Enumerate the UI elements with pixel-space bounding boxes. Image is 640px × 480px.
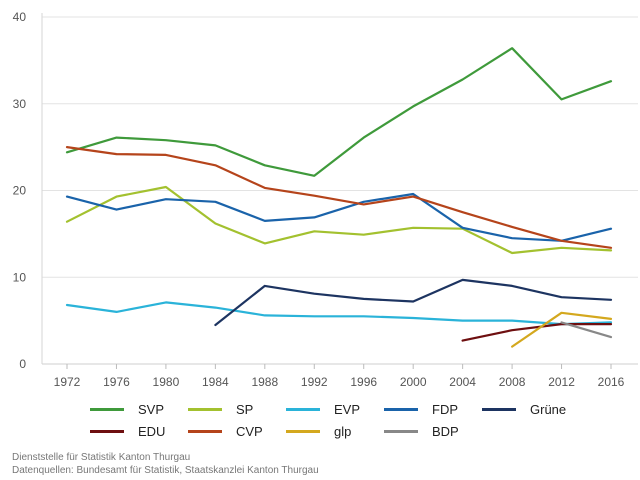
legend-swatch [188,407,222,411]
x-tick-label: 1984 [202,375,229,389]
chart-legend: SVP SP EVP FDP Grüne EDU CVP glp BDP [0,398,640,442]
x-tick-label: 2000 [400,375,427,389]
legend-item-sp: SP [188,398,253,420]
y-tick-label: 0 [19,357,26,371]
x-tick-label: 2008 [499,375,526,389]
series-line-svp [65,47,613,177]
footer-data-sources: Datenquellen: Bundesamt für Statistik, S… [12,465,319,476]
footer-source-office: Dienststelle für Statistik Kanton Thurga… [12,452,191,463]
y-axis-ticks: 0 10 20 30 40 [13,10,27,371]
series-line-edu [461,323,613,342]
series-line-evp [65,301,613,326]
legend-label: EDU [138,423,166,439]
x-tick-label: 1988 [251,375,278,389]
x-tick-label: 2004 [449,375,476,389]
x-tick-label: 1976 [103,375,130,389]
legend-swatch [286,407,320,411]
series-line-sp [65,185,613,255]
legend-item-glp: glp [286,420,351,442]
line-chart: 0 10 20 30 40 1972 1976 1980 1984 1988 1992 1996 20… [13,10,638,389]
legend-label: FDP [432,401,458,417]
series-line-fdp [65,192,613,242]
series-line-bdp [560,321,613,339]
legend-swatch [286,429,320,433]
footer: Dienststelle für Statistik Kanton Thurga… [12,451,319,477]
legend-item-evp: EVP [286,398,360,420]
legend-item-bdp: BDP [384,420,459,442]
legend-item-cvp: CVP [188,420,263,442]
legend-item-svp: SVP [90,398,164,420]
legend-swatch [384,429,418,433]
x-tick-label: 1972 [54,375,81,389]
x-tick-label: 1992 [301,375,328,389]
legend-item-fdp: FDP [384,398,458,420]
series-line-glp [511,311,613,348]
x-tick-label: 1996 [350,375,377,389]
x-tick-label: 1980 [153,375,180,389]
x-axis-ticks: 1972 1976 1980 1984 1988 1992 1996 2000 2004 2008… [54,364,625,389]
legend-label: SVP [138,401,165,417]
legend-label: Grüne [530,401,567,417]
series-line-gruene [214,278,613,327]
y-tick-label: 20 [13,184,27,198]
y-tick-label: 40 [13,10,27,24]
legend-label: CVP [236,423,263,439]
x-tick-label: 2016 [598,375,625,389]
legend-item-gruene: Grüne [482,398,566,420]
legend-label: SP [236,401,254,417]
legend-item-edu: EDU [90,420,165,442]
y-tick-label: 30 [13,97,27,111]
series-line-cvp [65,146,613,249]
chart-grid [41,13,638,365]
legend-label: glp [334,423,352,439]
legend-label: EVP [334,401,361,417]
legend-swatch [90,407,124,411]
legend-label: BDP [432,423,459,439]
y-tick-label: 10 [13,270,27,284]
legend-swatch [384,407,418,411]
series-lines [65,47,613,348]
legend-swatch [188,429,222,433]
x-tick-label: 2012 [548,375,575,389]
legend-swatch [90,429,124,433]
legend-swatch [482,407,516,411]
